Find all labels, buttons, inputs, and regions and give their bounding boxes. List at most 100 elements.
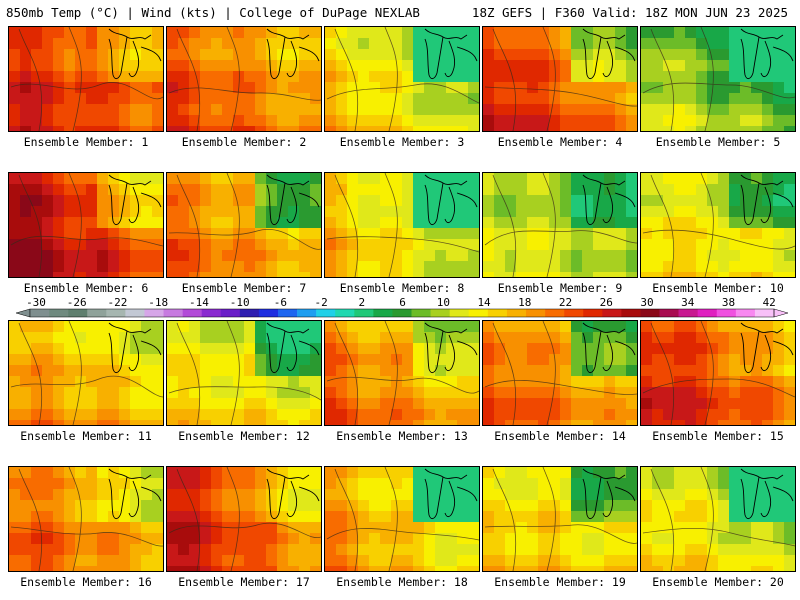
colorbar-swatch bbox=[258, 309, 279, 317]
ensemble-member-map bbox=[166, 320, 322, 426]
colorbar-swatch bbox=[449, 309, 470, 317]
colorbar-tick-label: 14 bbox=[477, 296, 491, 309]
ensemble-member-map bbox=[166, 26, 322, 132]
ensemble-member-map bbox=[324, 26, 480, 132]
ensemble-member-label: Ensemble Member: 1 bbox=[23, 135, 149, 149]
colorbar-swatch bbox=[87, 309, 107, 317]
ensemble-member-label: Ensemble Member: 19 bbox=[494, 575, 626, 589]
colorbar-swatch bbox=[545, 309, 565, 317]
colorbar-swatch bbox=[678, 309, 698, 317]
ensemble-member-map bbox=[640, 26, 796, 132]
ensemble-member-label: Ensemble Member: 12 bbox=[178, 429, 310, 443]
ensemble-member-label: Ensemble Member: 20 bbox=[652, 575, 784, 589]
colorbar-tick-label: -18 bbox=[148, 296, 168, 309]
ensemble-member-map bbox=[324, 466, 480, 572]
colorbar-tick-label: 42 bbox=[763, 296, 776, 309]
colorbar-max-arrow bbox=[773, 308, 789, 318]
colorbar-tick-label: -2 bbox=[315, 296, 328, 309]
ensemble-member-label: Ensemble Member: 3 bbox=[339, 135, 465, 149]
colorbar-swatch bbox=[201, 309, 222, 317]
colorbar-swatch bbox=[278, 309, 298, 317]
colorbar-tick-label: 18 bbox=[518, 296, 531, 309]
colorbar-swatch bbox=[68, 309, 88, 317]
colorbar-tick-label: -30 bbox=[26, 296, 46, 309]
colorbar-swatch bbox=[602, 309, 622, 317]
ensemble-member-map bbox=[8, 172, 164, 278]
ensemble-member-label: Ensemble Member: 5 bbox=[655, 135, 781, 149]
valid-time: 18Z GEFS | F360 Valid: 18Z MON JUN 23 20… bbox=[471, 5, 788, 20]
colorbar-swatch bbox=[430, 309, 450, 317]
ensemble-member-label: Ensemble Member: 10 bbox=[652, 281, 784, 295]
colorbar-swatch bbox=[106, 309, 126, 317]
ensemble-member-label: Ensemble Member: 4 bbox=[497, 135, 623, 149]
colorbar-swatch bbox=[716, 309, 737, 317]
colorbar-swatch bbox=[373, 309, 393, 317]
ensemble-member-label: Ensemble Member: 13 bbox=[336, 429, 468, 443]
colorbar-swatch bbox=[335, 309, 355, 317]
ensemble-member-label: Ensemble Member: 16 bbox=[20, 575, 152, 589]
ensemble-member-map bbox=[324, 320, 480, 426]
colorbar-swatch bbox=[220, 309, 241, 317]
ensemble-member-map bbox=[324, 172, 480, 278]
colorbar-swatch bbox=[659, 309, 679, 317]
ensemble-member-map bbox=[640, 320, 796, 426]
ensemble-member-label: Ensemble Member: 11 bbox=[20, 429, 152, 443]
colorbar-min-arrow bbox=[15, 308, 31, 318]
colorbar-swatch bbox=[564, 309, 584, 317]
colorbar-swatch bbox=[468, 309, 489, 317]
ensemble-member-map bbox=[8, 320, 164, 426]
colorbar-swatch bbox=[411, 309, 431, 317]
ensemble-member-map bbox=[640, 466, 796, 572]
colorbar-swatch bbox=[163, 309, 183, 317]
colorbar-swatch bbox=[754, 309, 775, 317]
colorbar-tick-label: 10 bbox=[437, 296, 450, 309]
ensemble-member-map bbox=[482, 26, 638, 132]
colorbar-tick-label: 30 bbox=[640, 296, 653, 309]
ensemble-member-map bbox=[166, 172, 322, 278]
ensemble-member-label: Ensemble Member: 8 bbox=[339, 281, 465, 295]
colorbar-swatch bbox=[621, 309, 641, 317]
colorbar-tick-label: -6 bbox=[274, 296, 287, 309]
colorbar-tick-label: 6 bbox=[399, 296, 406, 309]
colorbar-tick-label: 22 bbox=[559, 296, 572, 309]
colorbar-tick-label: -10 bbox=[230, 296, 250, 309]
colorbar-swatch bbox=[182, 309, 202, 317]
colorbar-swatch bbox=[316, 309, 336, 317]
colorbar-tick-label: -14 bbox=[189, 296, 209, 309]
colorbar-swatch bbox=[583, 309, 603, 317]
ensemble-member-label: Ensemble Member: 17 bbox=[178, 575, 310, 589]
colorbar-tick-label: -22 bbox=[108, 296, 128, 309]
colorbar-swatch bbox=[354, 309, 374, 317]
colorbar-swatch bbox=[697, 309, 718, 317]
ensemble-member-label: Ensemble Member: 18 bbox=[336, 575, 468, 589]
ensemble-member-map bbox=[8, 466, 164, 572]
map-title: 850mb Temp (°C) | Wind (kts) | College o… bbox=[6, 5, 420, 20]
ensemble-member-label: Ensemble Member: 14 bbox=[494, 429, 626, 443]
ensemble-member-label: Ensemble Member: 2 bbox=[181, 135, 307, 149]
colorbar-swatch bbox=[735, 309, 756, 317]
ensemble-member-map bbox=[482, 466, 638, 572]
colorbar-tick-label: 2 bbox=[359, 296, 366, 309]
colorbar-swatch bbox=[392, 309, 412, 317]
ensemble-member-map bbox=[166, 466, 322, 572]
ensemble-member-label: Ensemble Member: 15 bbox=[652, 429, 784, 443]
colorbar-tick-label: 26 bbox=[600, 296, 613, 309]
colorbar-swatch bbox=[239, 309, 260, 317]
colorbar-swatch bbox=[487, 309, 508, 317]
ensemble-member-map bbox=[640, 172, 796, 278]
colorbar-tick-label: 38 bbox=[722, 296, 735, 309]
ensemble-member-map bbox=[482, 172, 638, 278]
colorbar-swatch bbox=[30, 309, 50, 317]
ensemble-member-label: Ensemble Member: 7 bbox=[181, 281, 307, 295]
temperature-colorbar: -30 -26 -22 -18 -14 -10 -6 -2 2 6 10 14 18 22 26 30 34 38… bbox=[15, 296, 789, 318]
colorbar-swatch bbox=[49, 309, 69, 317]
colorbar-swatch bbox=[297, 309, 317, 317]
ensemble-member-label: Ensemble Member: 9 bbox=[497, 281, 623, 295]
colorbar-tick-label: 34 bbox=[681, 296, 695, 309]
ensemble-member-map bbox=[482, 320, 638, 426]
colorbar-swatch bbox=[526, 309, 546, 317]
colorbar-swatch bbox=[144, 309, 164, 317]
colorbar-swatch bbox=[640, 309, 660, 317]
colorbar-swatch bbox=[506, 309, 527, 317]
colorbar-swatch bbox=[125, 309, 145, 317]
